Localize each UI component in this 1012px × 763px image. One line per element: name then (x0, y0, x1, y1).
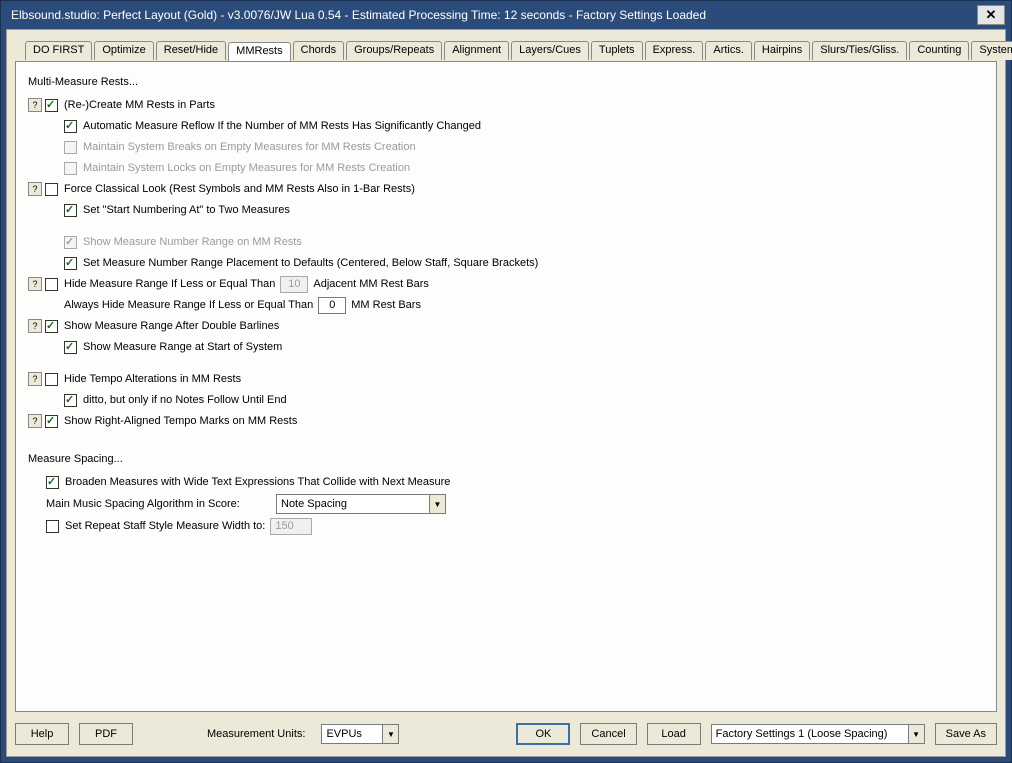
help-icon: ? (32, 100, 37, 110)
lbl-start-numbering: Set "Start Numbering At" to Two Measures (83, 204, 290, 216)
lbl-recreate: (Re-)Create MM Rests in Parts (64, 99, 215, 111)
chevron-down-icon: ▼ (908, 725, 924, 743)
measurement-units-label: Measurement Units: (207, 728, 305, 740)
chk-repeat-width[interactable] (46, 520, 59, 533)
chk-broaden[interactable] (46, 476, 59, 489)
chk-show-after-double[interactable] (45, 320, 58, 333)
bottom-bar: Help PDF Measurement Units: EVPUs ▼ OK C… (15, 720, 997, 748)
select-main-algo[interactable]: Note Spacing ▼ (276, 494, 446, 514)
chevron-down-icon: ▼ (382, 725, 398, 743)
chk-auto-reflow[interactable] (64, 120, 77, 133)
help-icon: ? (32, 416, 37, 426)
titlebar: Elbsound.studio: Perfect Layout (Gold) -… (1, 1, 1011, 29)
chk-show-range (64, 236, 77, 249)
select-main-algo-value: Note Spacing (281, 498, 347, 510)
select-preset[interactable]: Factory Settings 1 (Loose Spacing) ▼ (711, 724, 925, 744)
tab-chords[interactable]: Chords (293, 41, 344, 60)
lbl-hide-range-leq-after: Adjacent MM Rest Bars (313, 278, 429, 290)
chk-show-at-start[interactable] (64, 341, 77, 354)
chk-recreate[interactable] (45, 99, 58, 112)
lbl-always-hide-leq-before: Always Hide Measure Range If Less or Equ… (64, 299, 313, 311)
lbl-force-classical: Force Classical Look (Rest Symbols and M… (64, 183, 415, 195)
close-button[interactable]: ✕ (977, 5, 1005, 25)
select-measurement-units-value: EVPUs (326, 728, 361, 740)
chk-range-defaults[interactable] (64, 257, 77, 270)
lbl-repeat-width: Set Repeat Staff Style Measure Width to: (65, 520, 265, 532)
tab-panel-mmrests: Multi-Measure Rests... ? (Re-)Create MM … (15, 61, 997, 712)
tab-express[interactable]: Express. (645, 41, 704, 60)
help-icon: ? (32, 374, 37, 384)
tab-groups-repeats[interactable]: Groups/Repeats (346, 41, 442, 60)
save-as-button[interactable]: Save As (935, 723, 997, 745)
lbl-show-range: Show Measure Number Range on MM Rests (83, 236, 302, 248)
ok-button[interactable]: OK (516, 723, 570, 745)
help-recreate[interactable]: ? (28, 98, 42, 112)
help-show-after-double[interactable]: ? (28, 319, 42, 333)
tab-hairpins[interactable]: Hairpins (754, 41, 810, 60)
client-area: DO FIRST Optimize Reset/Hide MMRests Cho… (6, 29, 1006, 757)
lbl-broaden: Broaden Measures with Wide Text Expressi… (65, 476, 450, 488)
help-hide-tempo-alt[interactable]: ? (28, 372, 42, 386)
lbl-always-hide-leq-after: MM Rest Bars (351, 299, 421, 311)
tab-slurs-ties-gliss[interactable]: Slurs/Ties/Gliss. (812, 41, 907, 60)
select-measurement-units[interactable]: EVPUs ▼ (321, 724, 399, 744)
tab-optimize[interactable]: Optimize (94, 41, 153, 60)
chk-maintain-locks (64, 162, 77, 175)
tab-layers-cues[interactable]: Layers/Cues (511, 41, 589, 60)
lbl-main-algo: Main Music Spacing Algorithm in Score: (46, 498, 276, 510)
help-button[interactable]: Help (15, 723, 69, 745)
chk-start-numbering[interactable] (64, 204, 77, 217)
help-hide-range-leq[interactable]: ? (28, 277, 42, 291)
section-title-spacing: Measure Spacing... (28, 453, 984, 465)
help-icon: ? (32, 321, 37, 331)
help-right-aligned-tempo[interactable]: ? (28, 414, 42, 428)
chk-maintain-breaks (64, 141, 77, 154)
lbl-show-after-double: Show Measure Range After Double Barlines (64, 320, 279, 332)
chk-hide-tempo-alt[interactable] (45, 373, 58, 386)
chevron-down-icon: ▼ (429, 495, 445, 513)
tab-tuplets[interactable]: Tuplets (591, 41, 643, 60)
chk-right-aligned-tempo[interactable] (45, 415, 58, 428)
lbl-range-defaults: Set Measure Number Range Placement to De… (83, 257, 538, 269)
tab-systems[interactable]: Systems (971, 41, 1012, 60)
tab-strip: DO FIRST Optimize Reset/Hide MMRests Cho… (25, 40, 997, 59)
section-title-mmr: Multi-Measure Rests... (28, 76, 984, 88)
lbl-auto-reflow: Automatic Measure Reflow If the Number o… (83, 120, 481, 132)
cancel-button[interactable]: Cancel (580, 723, 636, 745)
lbl-hide-range-leq-before: Hide Measure Range If Less or Equal Than (64, 278, 275, 290)
help-icon: ? (32, 279, 37, 289)
tab-counting[interactable]: Counting (909, 41, 969, 60)
load-button[interactable]: Load (647, 723, 701, 745)
lbl-maintain-locks: Maintain System Locks on Empty Measures … (83, 162, 410, 174)
window-title: Elbsound.studio: Perfect Layout (Gold) -… (11, 8, 977, 22)
chk-hide-range-leq[interactable] (45, 278, 58, 291)
dialog-window: Elbsound.studio: Perfect Layout (Gold) -… (0, 0, 1012, 763)
select-preset-value: Factory Settings 1 (Loose Spacing) (716, 728, 888, 740)
help-force-classical[interactable]: ? (28, 182, 42, 196)
lbl-ditto: ditto, but only if no Notes Follow Until… (83, 394, 287, 406)
tab-do-first[interactable]: DO FIRST (25, 41, 92, 60)
lbl-right-aligned-tempo: Show Right-Aligned Tempo Marks on MM Res… (64, 415, 297, 427)
pdf-button[interactable]: PDF (79, 723, 133, 745)
lbl-maintain-breaks: Maintain System Breaks on Empty Measures… (83, 141, 416, 153)
chk-force-classical[interactable] (45, 183, 58, 196)
tab-artics[interactable]: Artics. (705, 41, 752, 60)
tab-reset-hide[interactable]: Reset/Hide (156, 41, 226, 60)
help-icon: ? (32, 184, 37, 194)
input-hide-range-leq[interactable] (280, 276, 308, 293)
lbl-hide-tempo-alt: Hide Tempo Alterations in MM Rests (64, 373, 241, 385)
chk-ditto[interactable] (64, 394, 77, 407)
lbl-show-at-start: Show Measure Range at Start of System (83, 341, 282, 353)
input-always-hide-leq[interactable] (318, 297, 346, 314)
input-repeat-width[interactable] (270, 518, 312, 535)
tab-alignment[interactable]: Alignment (444, 41, 509, 60)
close-icon: ✕ (986, 7, 997, 23)
tab-mmrests[interactable]: MMRests (228, 42, 290, 61)
